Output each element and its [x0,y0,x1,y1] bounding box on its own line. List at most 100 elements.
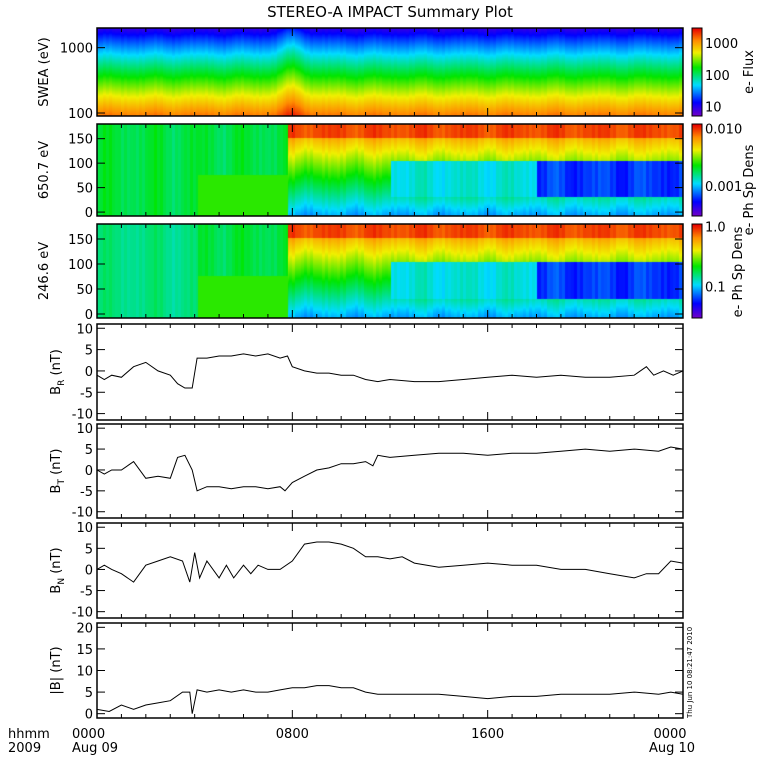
y-label-main: |B| [49,677,64,695]
x-tick-time: 0000 [653,727,686,742]
panel-0: 1000 100 SWEA (eV) 1000 100 10 e- Flux [37,27,757,122]
y-tick-label: -10 [72,506,93,521]
panel-1: 150 100 50 0 650.7 eV 0.010 0.001 e- Ph Sp Dens [37,123,757,236]
y-label-unit: (nT) [49,646,64,676]
x-tick-label-group: 1600 [471,727,504,742]
series-line [96,541,684,583]
x-tick-time: 0000 [72,727,105,742]
x-tick-time: 0800 [276,727,309,742]
y-tick-label: -5 [80,386,93,401]
y-tick-label: 0 [85,464,93,479]
x-tick-date: Aug 09 [72,741,118,756]
swea-spectrogram [97,28,683,116]
y-label-main: B [49,585,64,594]
x-axis-row2-label: 2009 [8,741,41,756]
y-tick-label: 5 [85,443,93,458]
y-tick-label: 15 [76,643,93,658]
y-tick-label: -5 [80,485,93,500]
y-axis-label: 650.7 eV [37,141,52,199]
panel-6: 20 15 10 5 0 |B| (nT) [49,621,684,723]
plot-title: STEREO-A IMPACT Summary Plot [267,3,513,21]
x-tick-date: Aug 10 [649,741,695,756]
y-tick-label: 0 [85,365,93,380]
colorbar-flux [692,28,702,116]
colorbar-tick-label: 0.1 [705,281,726,296]
y-tick-label: 10 [76,665,93,680]
y-axis-label: SWEA (eV) [37,37,52,106]
y-label-unit: (nT) [49,449,64,479]
colorbar-frame [691,123,703,217]
panel-frame [96,323,684,421]
panel-5: 10 5 0 -5 -10 BN (nT) [49,521,684,621]
y-axis-label: |B| (nT) [49,646,64,694]
y-tick-label: -10 [72,408,93,423]
panel-3: 10 5 0 -5 -10 BR (nT) [49,322,684,423]
colorbar-tick-label: 1000 [705,37,738,52]
y-tick-label: 50 [76,182,93,197]
y-tick-label: 10 [76,422,93,437]
colorbar-tick-label: 100 [705,69,730,84]
y-tick-label: 5 [85,542,93,557]
y-axis-label: BN (nT) [49,547,67,593]
panel-2: 150 100 50 0 246.6 eV 1.0 0.1 e- Ph Sp Dens [37,220,746,323]
colorbar-psd-246 [692,224,702,318]
colorbar-frame [691,223,703,319]
y-tick-label: -10 [72,606,93,621]
y-label-main: B [49,485,64,494]
series-line [96,685,684,714]
pad-650eV-spectrogram [97,124,683,216]
y-tick-label: 0 [85,708,93,723]
y-axis-label: BR (nT) [49,349,67,395]
colorbar-label: e- Ph Sp Dens [731,226,746,317]
y-tick-label: 1000 [60,42,93,57]
y-tick-label: 100 [68,157,93,172]
y-tick-label: 100 [68,258,93,273]
y-tick-label: 5 [85,686,93,701]
colorbar-label: e- Flux [742,50,757,94]
print-timestamp: Thu Jun 10 08:21:47 2010 [686,627,694,719]
y-tick-label: 10 [76,322,93,337]
panel-frame [96,223,684,319]
y-tick-label: 10 [76,521,93,536]
y-axis-label: BT (nT) [49,449,67,494]
y-label-sub: R [57,380,67,386]
y-tick-label: 100 [68,107,93,122]
y-tick-label: 50 [76,283,93,298]
panel-frame [96,522,684,619]
y-label-sub: N [57,578,67,585]
y-tick-label: 150 [68,133,93,148]
panel-frame [96,27,684,117]
colorbar-tick-label: 10 [705,100,722,115]
colorbar-frame [691,27,703,117]
y-axis-label: 246.6 eV [37,242,52,300]
x-tick-time: 1600 [471,727,504,742]
y-tick-label: 0 [85,563,93,578]
pad-246eV-spectrogram [97,224,683,318]
y-tick-label: 0 [85,206,93,221]
panel-frame [96,622,684,719]
y-tick-label: 20 [76,621,93,636]
series-line [96,353,684,389]
colorbar-psd-650 [692,124,702,216]
panel-frame [96,123,684,217]
x-axis-row1-label: hhmm [8,727,50,742]
colorbar-label: e- Ph Sp Dens [742,144,757,235]
colorbar-tick-label: 1.0 [705,220,726,235]
y-tick-label: 0 [85,308,93,323]
y-label-unit: (nT) [49,547,64,577]
x-tick-label-group: 0800 [276,727,309,742]
y-tick-label: 150 [68,233,93,248]
colorbar-tick-label: 0.001 [705,180,742,195]
y-tick-label: -5 [80,585,93,600]
y-label-sub: T [57,479,67,486]
y-tick-label: 5 [85,344,93,359]
colorbar-tick-label: 0.010 [705,123,742,138]
panel-frame [96,423,684,519]
y-label-main: B [49,386,64,395]
panel-4: 10 5 0 -5 -10 BT (nT) [49,422,684,521]
series-line [96,446,684,492]
